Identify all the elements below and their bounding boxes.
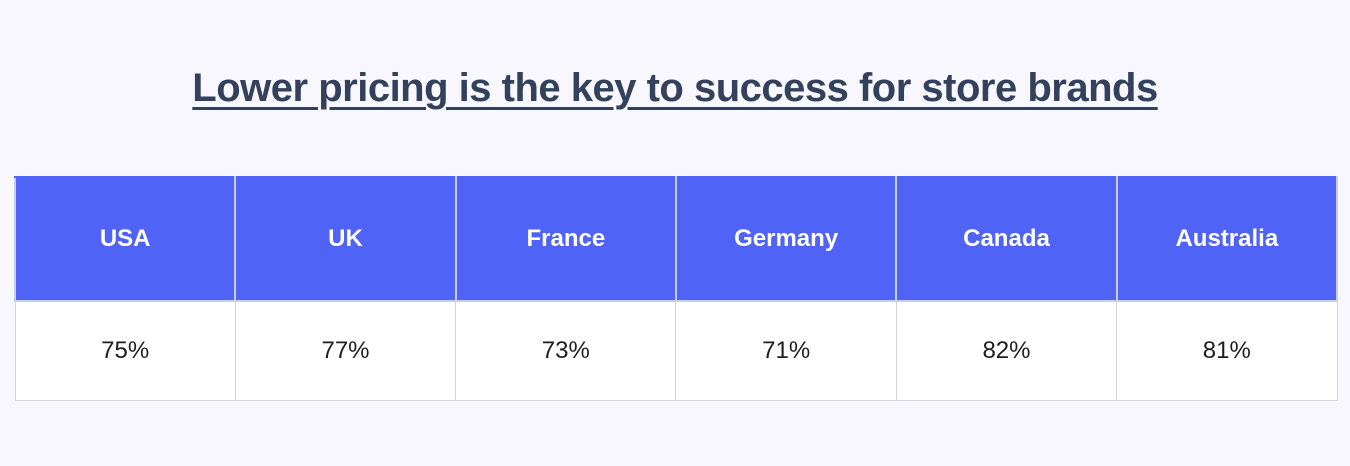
header-cell-usa: USA xyxy=(13,176,237,302)
header-cell-uk: UK xyxy=(234,176,457,302)
data-table: USA UK France Germany Canada Australia 7… xyxy=(13,176,1339,401)
value-cell-uk: 77% xyxy=(234,300,457,401)
header-row: USA UK France Germany Canada Australia xyxy=(13,176,1339,302)
value-cell-canada: 82% xyxy=(895,300,1118,401)
value-cell-germany: 71% xyxy=(675,300,897,401)
header-cell-canada: Canada xyxy=(895,176,1118,302)
header-cell-germany: Germany xyxy=(674,176,898,302)
header-cell-australia: Australia xyxy=(1115,176,1339,302)
value-cell-france: 73% xyxy=(455,300,677,401)
table-row: 75% 77% 73% 71% 82% 81% xyxy=(14,300,1338,401)
header-cell-france: France xyxy=(454,176,677,302)
value-cell-australia: 81% xyxy=(1116,300,1338,401)
value-cell-usa: 75% xyxy=(14,300,236,401)
chart-title: Lower pricing is the key to success for … xyxy=(192,66,1158,110)
